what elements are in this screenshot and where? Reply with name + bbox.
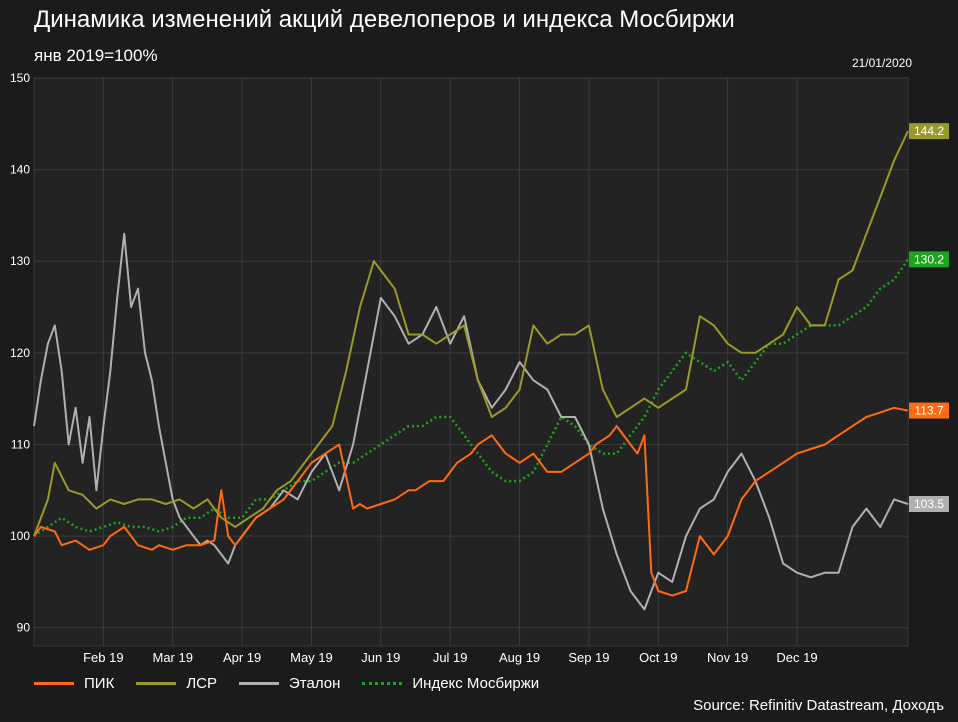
- x-tick-label: Sep 19: [568, 650, 609, 665]
- end-label-4: 130.2: [909, 251, 949, 268]
- end-label-text: 144.2: [914, 124, 944, 138]
- series-line-3: [33, 232, 909, 611]
- end-label-text: 103.5: [914, 497, 944, 511]
- legend-label: ЛСР: [186, 675, 217, 692]
- legend-item-1: ПИК: [34, 675, 114, 692]
- plot-area: [33, 77, 909, 647]
- x-tick-label: Oct 19: [639, 650, 677, 665]
- end-label-text: 113.7: [914, 404, 943, 418]
- legend-label: ПИК: [84, 675, 115, 692]
- x-tick-label: Aug 19: [499, 650, 540, 665]
- chart-title: Динамика изменений акций девелоперов и и…: [34, 6, 735, 33]
- end-label-box: [909, 251, 949, 268]
- series-line-2: [33, 130, 909, 537]
- end-label-3: 103.5: [909, 496, 949, 512]
- x-tick-label: Dec 19: [776, 650, 817, 665]
- end-label-1: 113.7: [909, 402, 949, 419]
- y-tick-label: 150: [10, 71, 30, 85]
- legend-label: Индекс Мосбиржи: [412, 675, 540, 692]
- x-tick-label: Nov 19: [707, 650, 748, 665]
- chart-subtitle: янв 2019=100%: [34, 46, 158, 65]
- y-tick-label: 130: [10, 254, 30, 268]
- chart-date: 21/01/2020: [851, 56, 912, 70]
- legend-swatch: [136, 682, 177, 685]
- series-line-4: [33, 258, 910, 538]
- end-label-box: [909, 402, 949, 419]
- end-label-2: 144.2: [909, 123, 949, 140]
- y-tick-label: 90: [17, 621, 31, 635]
- y-tick-label: 140: [10, 163, 30, 177]
- legend-swatch: [34, 682, 74, 685]
- y-tick-label: 100: [10, 529, 30, 543]
- legend-swatch: [362, 682, 403, 685]
- source-note: Source: Refinitiv Datastream, Доходъ: [693, 697, 944, 714]
- end-label-text: 130.2: [914, 252, 944, 266]
- x-tick-label: Jun 19: [361, 650, 400, 665]
- legend-item-4: Индекс Мосбиржи: [362, 675, 539, 692]
- legend-item-3: Эталон: [239, 675, 340, 692]
- x-tick-label: Jul 19: [433, 650, 468, 665]
- legend-label: Эталон: [289, 675, 341, 692]
- end-label-box: [909, 123, 949, 140]
- x-tick-label: May 19: [290, 650, 333, 665]
- y-tick-label: 120: [10, 346, 30, 360]
- y-tick-label: 110: [11, 437, 30, 451]
- chart-legend: ПИК ЛСР Эталон Индекс Мосбиржи: [34, 675, 561, 692]
- x-tick-label: Apr 19: [223, 650, 261, 665]
- x-tick-label: Mar 19: [152, 650, 192, 665]
- x-tick-label: Feb 19: [83, 650, 123, 665]
- end-label-box: [909, 496, 949, 512]
- series-line-1: [33, 406, 909, 597]
- legend-item-2: ЛСР: [136, 675, 217, 692]
- legend-swatch: [239, 682, 279, 685]
